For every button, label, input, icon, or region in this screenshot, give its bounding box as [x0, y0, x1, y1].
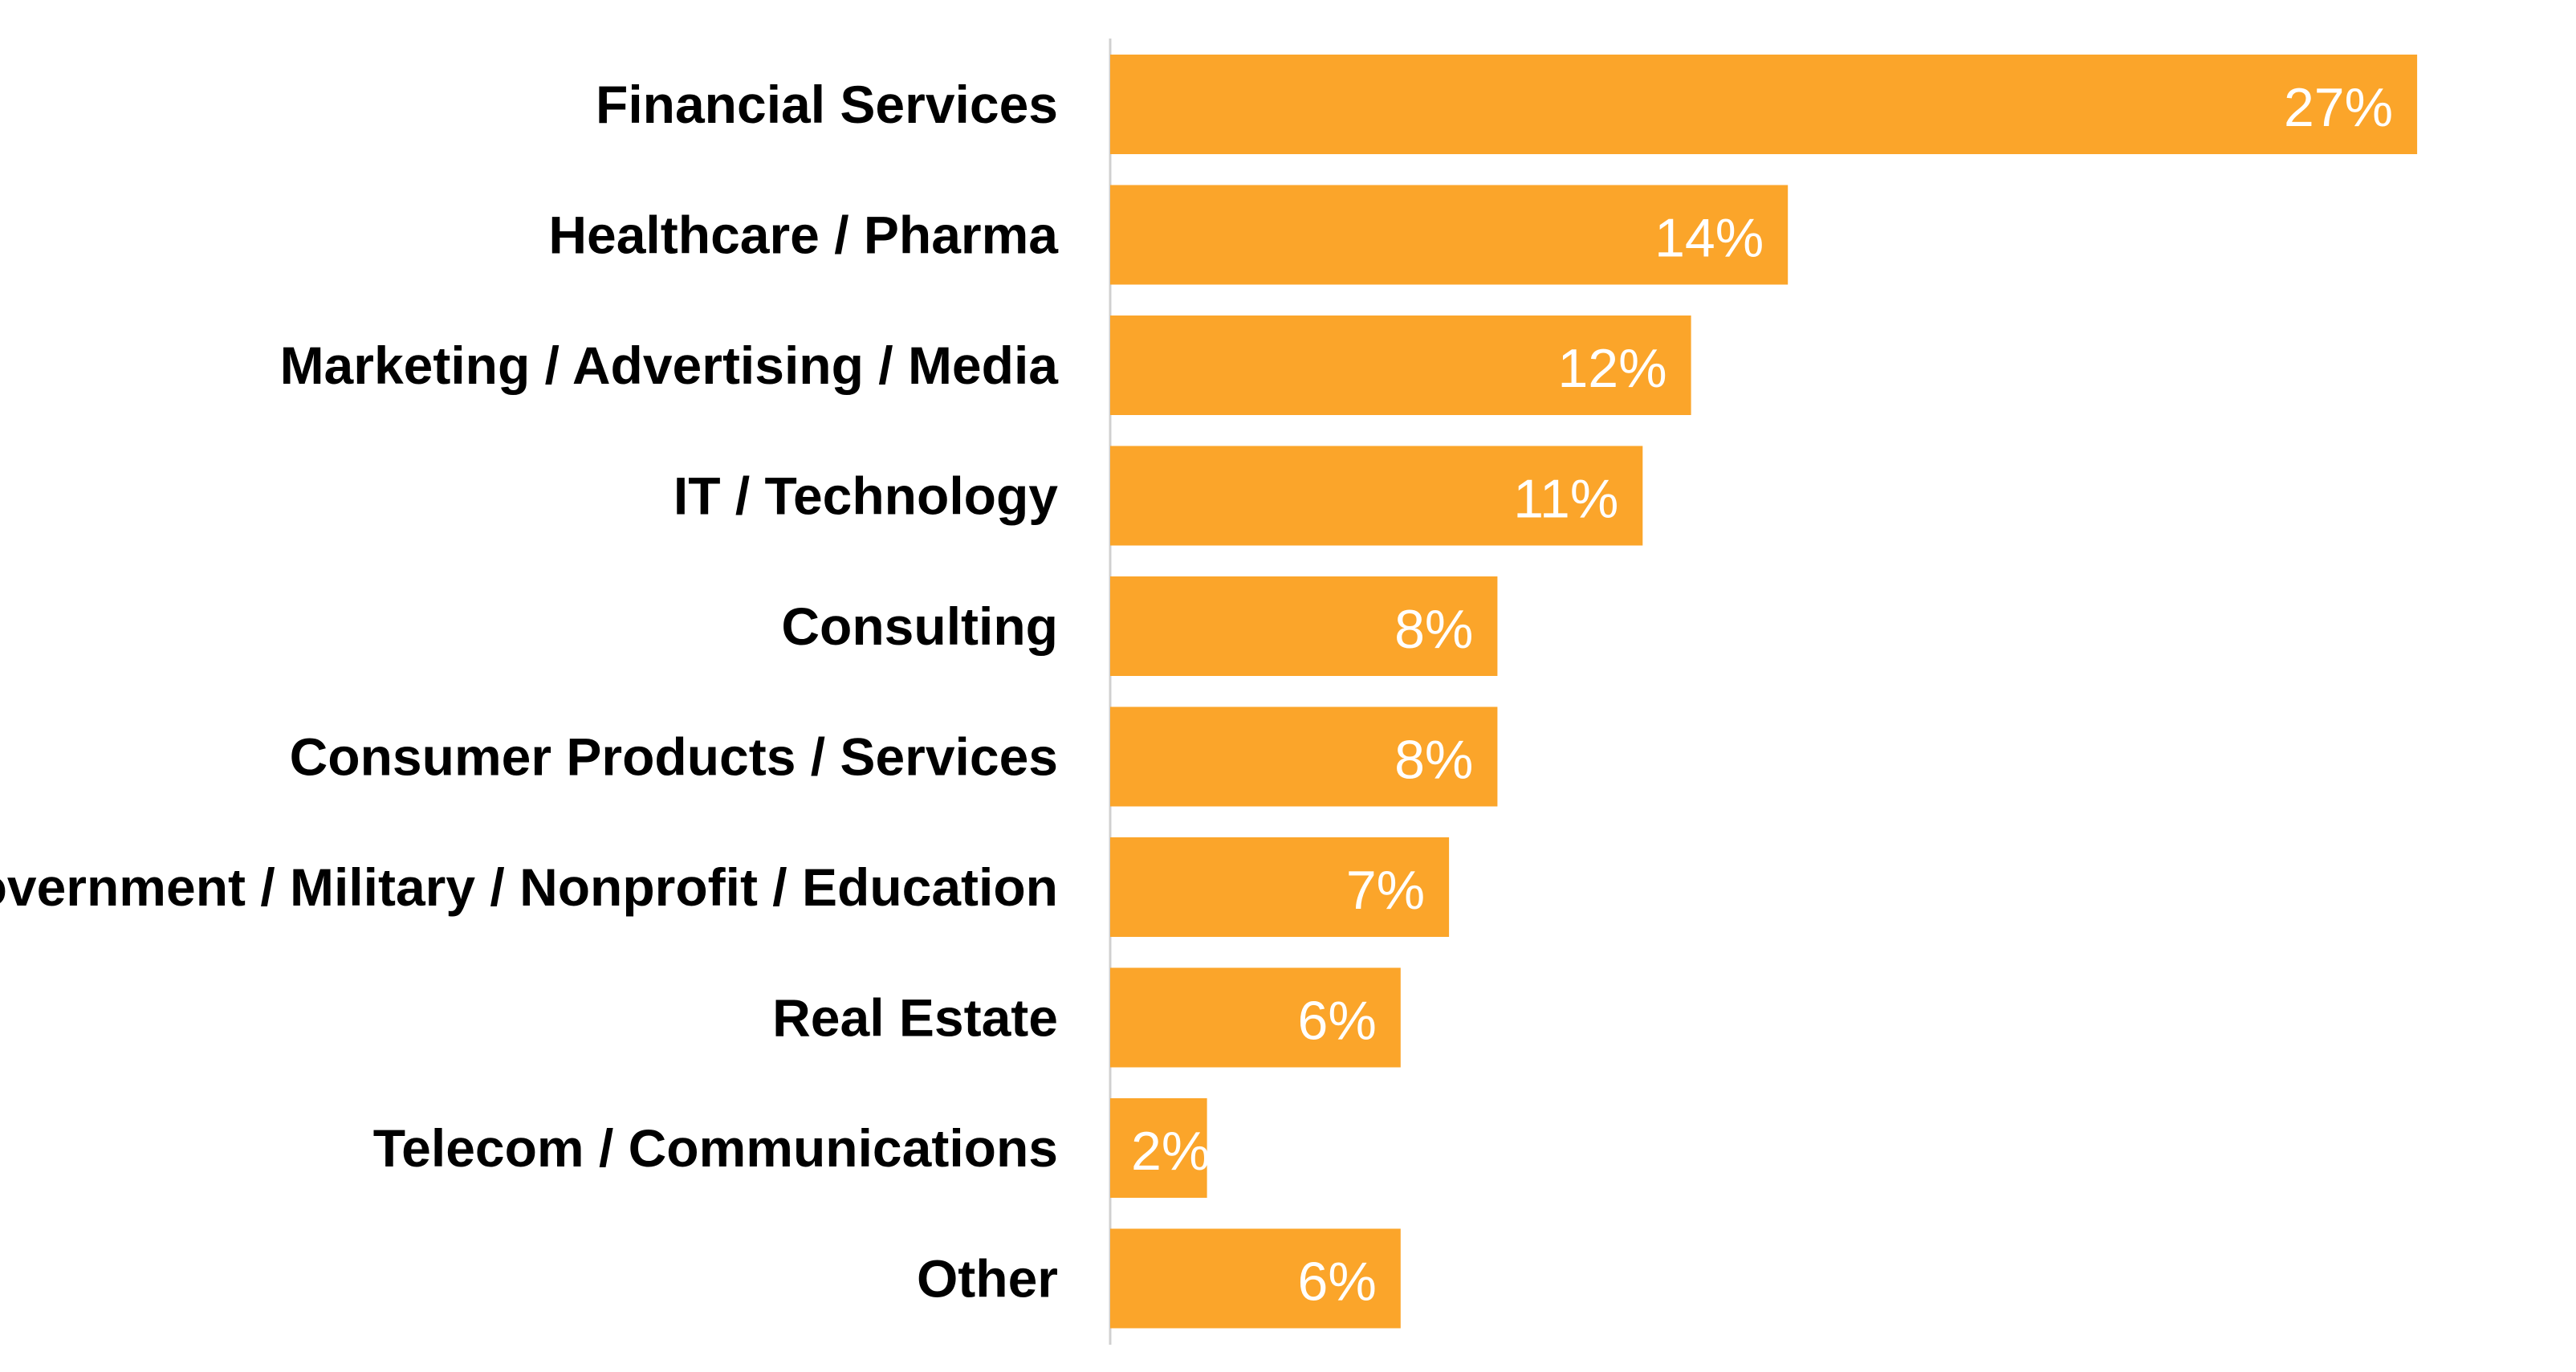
- category-label-1: Healthcare / Pharma: [548, 206, 1059, 265]
- bar-9: [1110, 1228, 1401, 1329]
- data-label-8: 2%: [1131, 1121, 1210, 1182]
- data-label-4: 8%: [1394, 599, 1473, 660]
- data-label-6: 7%: [1346, 860, 1425, 921]
- category-label-0: Financial Services: [596, 75, 1058, 134]
- bar-1: [1110, 185, 1789, 285]
- bar-8: [1110, 1098, 1207, 1198]
- category-label-8: Telecom / Communications: [373, 1118, 1058, 1178]
- data-label-7: 6%: [1298, 991, 1377, 1052]
- category-label-7: Real Estate: [772, 988, 1058, 1048]
- bar-7: [1110, 967, 1401, 1068]
- category-label-3: IT / Technology: [674, 466, 1058, 526]
- category-label-5: Consumer Products / Services: [290, 727, 1058, 787]
- category-label-6: Government / Military / Nonprofit / Educ…: [0, 857, 1058, 917]
- bar-4: [1110, 576, 1498, 676]
- data-label-3: 11%: [1513, 469, 1618, 530]
- data-label-2: 12%: [1557, 338, 1666, 399]
- bar-5: [1110, 706, 1498, 807]
- category-label-4: Consulting: [781, 596, 1058, 656]
- data-label-5: 8%: [1394, 730, 1473, 791]
- bar-3: [1110, 446, 1643, 546]
- category-labels: Financial Services Healthcare / Pharma Mar…: [0, 75, 1059, 1309]
- bar-0: [1110, 55, 2418, 154]
- data-labels: 27% 14% 12% 11% 8% 8% 7% 6% 2% 6%: [1131, 77, 2393, 1313]
- category-label-2: Marketing / Advertising / Media: [280, 336, 1060, 395]
- category-label-9: Other: [917, 1249, 1058, 1309]
- data-label-1: 14%: [1654, 208, 1764, 269]
- data-label-9: 6%: [1298, 1252, 1377, 1313]
- bars-layer: [1110, 55, 2418, 1329]
- bar-2: [1110, 316, 1691, 415]
- data-label-0: 27%: [2284, 77, 2393, 138]
- bar-6: [1110, 837, 1450, 937]
